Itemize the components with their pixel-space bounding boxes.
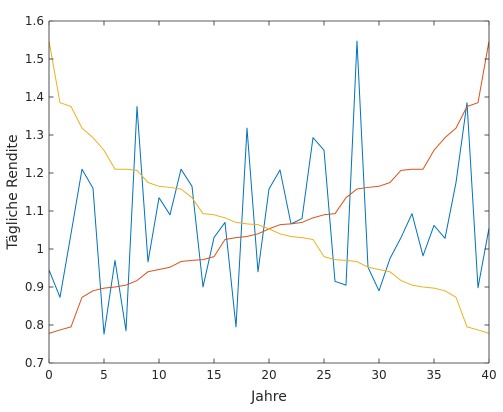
x-tick-label: 15 [206,368,221,382]
ticks-layer: 0 5 10 15 20 25 30 35 40 0.7 0.8 0.9 1 1.1 1.2 1.3 1.4 1.… [25,14,497,382]
series-line-1 [48,40,490,335]
x-tick-label: 5 [100,368,108,382]
y-tick-label: 1.3 [25,128,44,142]
y-tick-label: 1.2 [25,166,44,180]
x-tick-label: 40 [481,368,496,382]
y-tick-label: 1.6 [25,14,44,28]
y-axis-label: Tägliche Rendite [5,134,21,250]
y-tick-label: 1.1 [25,204,44,218]
x-axis-label: Jahre [250,389,287,405]
x-tick-label: 35 [426,368,441,382]
y-tick-label: 0.7 [25,356,44,370]
x-tick-label: 0 [45,368,53,382]
y-tick-label: 1 [36,242,44,256]
x-tick-label: 10 [151,368,166,382]
axes-layer [48,20,490,364]
y-tick-label: 0.9 [25,280,44,294]
series-line-3 [48,41,490,334]
series-layer [48,40,490,335]
x-tick-label: 20 [261,368,276,382]
x-tick-label: 30 [371,368,386,382]
y-tick-label: 1.4 [25,90,44,104]
y-tick-label: 0.8 [25,318,44,332]
x-tick-label: 25 [316,368,331,382]
y-tick-label: 1.5 [25,52,44,66]
